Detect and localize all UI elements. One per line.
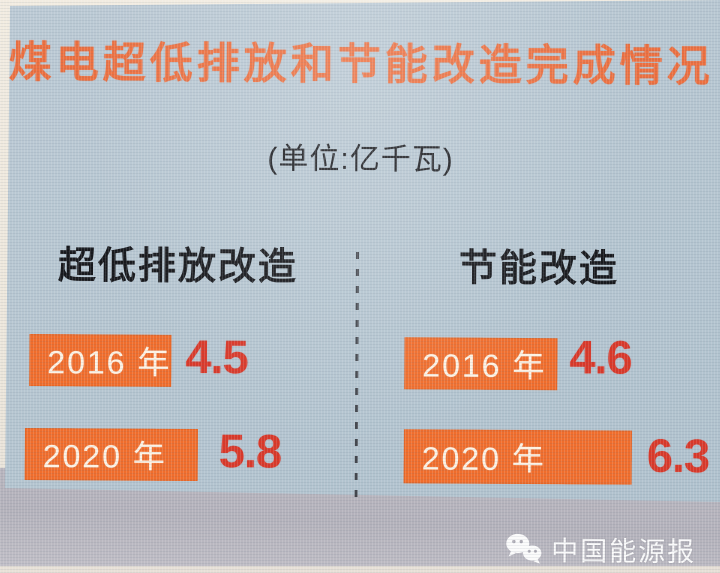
column-header-ultra-low-emission: 超低排放改造 bbox=[57, 245, 299, 289]
value-ultra-low-2020: 5.8 bbox=[218, 424, 282, 478]
value-ultra-low-2016: 4.5 bbox=[185, 329, 248, 384]
bar-year-label: 2020 年 bbox=[421, 440, 546, 478]
bar-ultra-low-2016: 2016 年 bbox=[29, 333, 172, 387]
wechat-icon bbox=[504, 531, 544, 565]
bar-year-label: 2016 年 bbox=[47, 344, 172, 381]
chart-title: 煤电超低排放和节能改造完成情况 bbox=[8, 38, 714, 92]
bar-energy-saving-2020: 2020 年 bbox=[403, 429, 632, 485]
bar-energy-saving-2016: 2016 年 bbox=[404, 337, 558, 391]
unit-label: (单位:亿千瓦) bbox=[267, 142, 454, 177]
column-header-energy-saving: 节能改造 bbox=[458, 247, 620, 291]
value-energy-saving-2016: 4.6 bbox=[569, 330, 632, 384]
publisher-watermark: 中国能源报 bbox=[504, 529, 696, 569]
value-energy-saving-2020: 6.3 bbox=[646, 428, 710, 483]
publisher-name: 中国能源报 bbox=[551, 536, 697, 568]
dashed-divider bbox=[354, 251, 360, 497]
bar-year-label: 2016 年 bbox=[422, 347, 547, 385]
bar-year-label: 2020 年 bbox=[42, 438, 167, 475]
bar-ultra-low-2020: 2020 年 bbox=[24, 427, 198, 482]
